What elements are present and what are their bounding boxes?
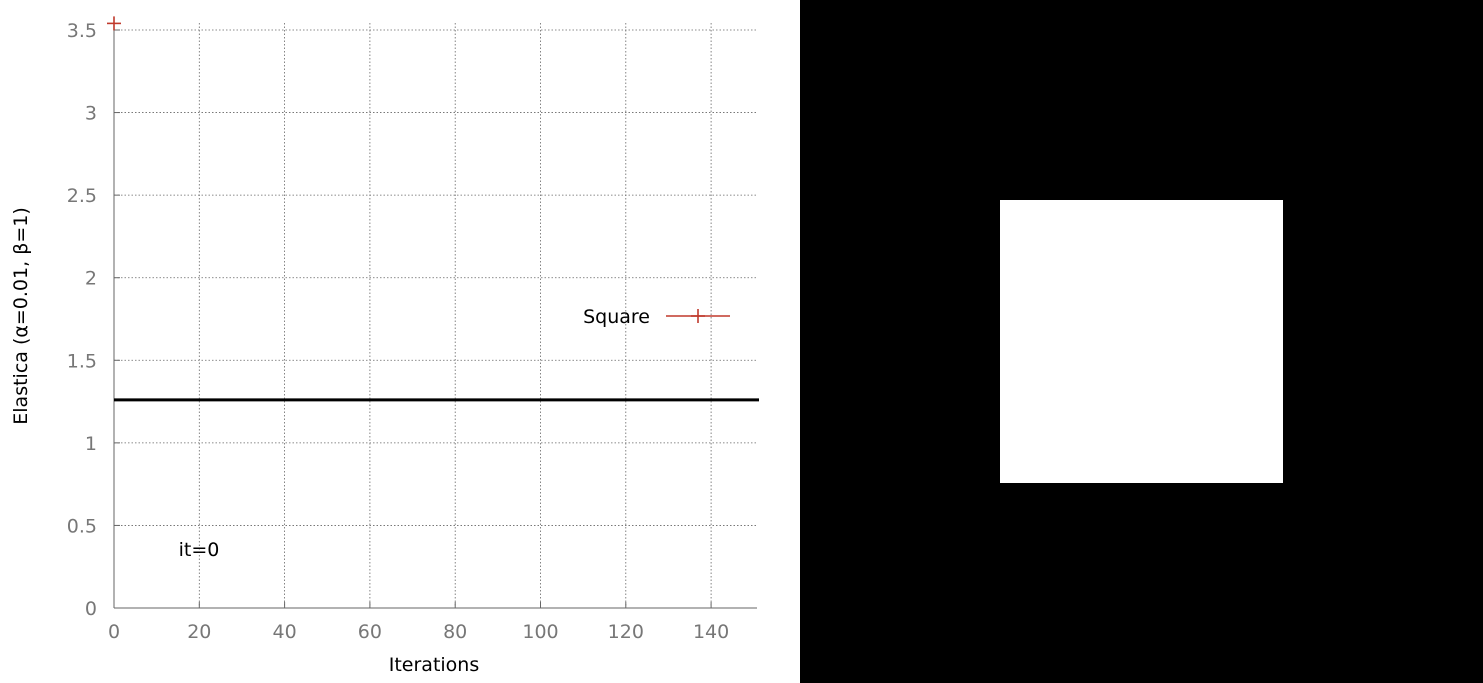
x-tick-labels: 0 20 40 60 80 100 120 140 <box>108 621 729 643</box>
y-tick-label: 3 <box>85 103 97 125</box>
white-square-shape <box>1000 200 1283 483</box>
axes <box>113 23 757 609</box>
y-tick-label: 2.5 <box>67 185 97 207</box>
y-tick-label: 0 <box>85 598 97 620</box>
x-axis-label: Iterations <box>389 654 480 676</box>
contour-image-panel <box>800 0 1483 683</box>
data-series <box>107 16 121 31</box>
grid-lines <box>114 23 757 608</box>
x-tick-label: 60 <box>358 621 382 643</box>
y-tick-labels: 0 0.5 1 1.5 2 2.5 3 3.5 <box>67 20 97 620</box>
y-tick-label: 1 <box>85 433 97 455</box>
x-tick-label: 20 <box>187 621 211 643</box>
y-tick-label: 1.5 <box>67 350 97 372</box>
y-tick-label: 2 <box>85 268 97 290</box>
x-tick-label: 80 <box>443 621 467 643</box>
legend: Square <box>583 306 730 328</box>
y-tick-label: 3.5 <box>67 20 97 42</box>
elastica-chart: 0 0.5 1 1.5 2 2.5 3 3.5 0 20 40 60 80 100 120 140 Iter… <box>10 16 759 676</box>
legend-label-square: Square <box>583 306 650 328</box>
x-tick-label: 100 <box>522 621 558 643</box>
y-axis-label: Elastica (α=0.01, β=1) <box>10 207 32 424</box>
y-tick-label: 0.5 <box>67 515 97 537</box>
x-tick-label: 120 <box>608 621 644 643</box>
x-tick-label: 0 <box>108 621 120 643</box>
iteration-annotation: it=0 <box>179 539 220 561</box>
x-tick-label: 40 <box>273 621 297 643</box>
elastica-plot-panel: 0 0.5 1 1.5 2 2.5 3 3.5 0 20 40 60 80 100 120 140 Iter… <box>10 16 759 676</box>
x-tick-label: 140 <box>693 621 729 643</box>
